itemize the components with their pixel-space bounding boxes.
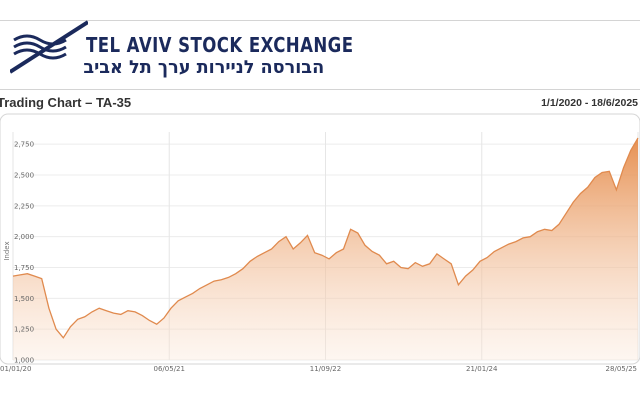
x-tick-label: 21/01/24: [466, 365, 498, 373]
chart-title: Trading Chart – TA-35: [0, 95, 132, 110]
series-area: [13, 138, 638, 360]
x-axis: 01/01/20 06/05/21 11/09/22 21/01/24 28/05/25: [0, 365, 637, 373]
top-divider: [0, 20, 640, 21]
y-axis: 1,000 1,250 1,500 1,750 2,000 2,250 2,500 2,750: [14, 141, 34, 365]
y-tick-label: 2,250: [14, 202, 34, 210]
date-range: 1/1/2020 - 18/6/2025: [541, 97, 638, 109]
series-line: [12, 137, 639, 339]
y-tick-label: 1,750: [14, 264, 34, 272]
x-tick-label: 01/01/20: [0, 365, 31, 373]
header-divider: [0, 89, 640, 90]
x-tick-label: 06/05/21: [154, 365, 185, 373]
y-axis-label: Index: [3, 241, 11, 260]
tase-logo-icon: [10, 20, 88, 74]
exchange-name-he: הבורסה לניירות ערך תל אביב: [83, 57, 325, 78]
y-tick-label: 1,500: [14, 295, 34, 303]
y-tick-label: 2,750: [14, 141, 34, 149]
y-tick-label: 2,000: [14, 233, 34, 241]
y-tick-label: 1,000: [14, 357, 34, 365]
exchange-name-en: TEL AVIV STOCK EXCHANGE: [86, 33, 354, 57]
y-tick-label: 1,250: [14, 326, 34, 334]
x-tick-label: 11/09/22: [310, 365, 341, 373]
y-tick-label: 2,500: [14, 172, 34, 180]
x-tick-label: 28/05/25: [606, 365, 637, 373]
